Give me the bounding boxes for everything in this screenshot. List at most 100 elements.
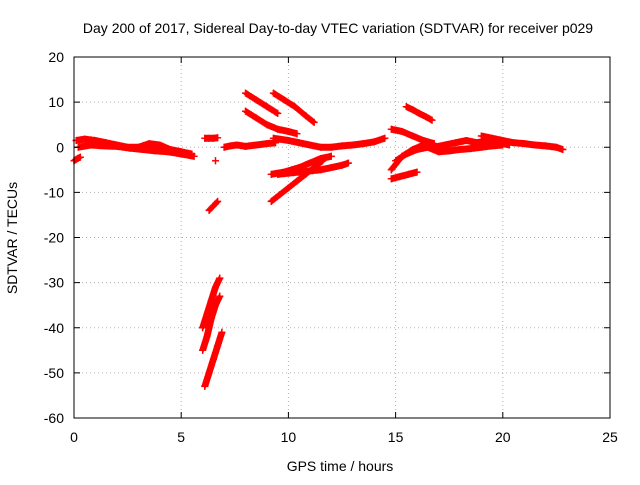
- data-point: [263, 140, 271, 148]
- tick-labels: 0 5 10 15 20 25 -60 -50 -40 -30 -20 -10 0 10 20: [44, 49, 618, 445]
- data-point: [396, 173, 404, 181]
- series-track-22: [387, 168, 421, 183]
- data-point: [387, 175, 395, 183]
- series-track-11: [242, 89, 282, 117]
- series-track-05: [220, 139, 280, 151]
- series-track-06: [212, 157, 220, 165]
- series-track-14: [269, 134, 389, 151]
- data-point: [359, 140, 367, 148]
- data-point: [327, 152, 335, 160]
- data-point: [531, 141, 539, 149]
- data-point: [209, 202, 217, 210]
- y-axis-label: SDTVAR / TECUs: [4, 182, 20, 294]
- data-point: [205, 369, 213, 377]
- data-point: [441, 141, 449, 149]
- data-point: [214, 342, 222, 350]
- data-point: [317, 166, 325, 174]
- data-point: [242, 89, 250, 97]
- data-point: [214, 134, 222, 142]
- y-tick-label: 0: [56, 139, 64, 155]
- data-point: [263, 121, 271, 129]
- data-point: [552, 143, 560, 151]
- x-tick-label: 15: [388, 429, 404, 445]
- data-point: [344, 159, 352, 167]
- data-point: [212, 157, 220, 165]
- data-point: [413, 146, 421, 154]
- y-tick-label: -10: [44, 184, 64, 200]
- data-point: [409, 106, 417, 114]
- data-point: [293, 177, 301, 185]
- data-point: [434, 148, 442, 156]
- data-point: [190, 152, 198, 160]
- data-point: [212, 283, 220, 291]
- data-point: [284, 127, 292, 135]
- data-point: [214, 197, 222, 205]
- data-point: [252, 141, 260, 149]
- x-tick-label: 5: [177, 429, 185, 445]
- data-point: [317, 143, 325, 151]
- data-point: [310, 118, 318, 126]
- series-track-04: [201, 134, 222, 142]
- series-track-08: [199, 274, 224, 332]
- data-point: [201, 382, 209, 390]
- data-point: [274, 125, 282, 133]
- data-point: [151, 147, 159, 155]
- data-point: [276, 191, 284, 199]
- series-track-17: [274, 159, 352, 178]
- data-point: [263, 103, 271, 111]
- data-point: [203, 333, 211, 341]
- data-point: [422, 113, 430, 121]
- data-point: [306, 141, 314, 149]
- series-track-10: [201, 328, 226, 390]
- data-point: [520, 140, 528, 148]
- data-point: [488, 134, 496, 142]
- data-point: [267, 170, 275, 178]
- data-point: [227, 142, 235, 150]
- series-track-23: [477, 132, 567, 154]
- series-track-09: [199, 292, 224, 354]
- data-point: [370, 138, 378, 146]
- y-tick-label: -50: [44, 365, 64, 381]
- y-tick-label: -20: [44, 230, 64, 246]
- data-point: [477, 132, 485, 140]
- data-point: [252, 114, 260, 122]
- data-point: [413, 168, 421, 176]
- data-point: [274, 109, 282, 117]
- data-point: [76, 153, 84, 161]
- data-point: [274, 170, 282, 178]
- data-point: [349, 141, 357, 149]
- x-tick-label: 0: [70, 429, 78, 445]
- data-point: [267, 197, 275, 205]
- data-point: [319, 157, 327, 165]
- data-point: [207, 297, 215, 305]
- data-point: [338, 142, 346, 150]
- data-point: [242, 107, 250, 115]
- data-point: [284, 136, 292, 144]
- data-point: [218, 328, 226, 336]
- data-point: [113, 142, 121, 150]
- y-tick-label: 10: [48, 94, 64, 110]
- series-track-21: [392, 141, 507, 165]
- data-point: [212, 301, 220, 309]
- data-point: [216, 274, 224, 282]
- data-point: [156, 141, 164, 149]
- data-point: [220, 143, 228, 151]
- series-track-13: [269, 89, 318, 126]
- series-track-12: [242, 107, 301, 138]
- data-point: [488, 142, 496, 150]
- data-point: [242, 142, 250, 150]
- x-tick-label: 10: [281, 429, 297, 445]
- data-point: [126, 144, 134, 152]
- data-point: [398, 127, 406, 135]
- data-point: [404, 170, 412, 178]
- data-point: [452, 139, 460, 147]
- data-point: [499, 136, 507, 144]
- data-point: [284, 184, 292, 192]
- data-point: [81, 135, 89, 143]
- data-point: [177, 150, 185, 158]
- data-point: [392, 157, 400, 165]
- data-point: [424, 143, 432, 151]
- data-layer: [70, 89, 567, 390]
- y-tick-label: -40: [44, 320, 64, 336]
